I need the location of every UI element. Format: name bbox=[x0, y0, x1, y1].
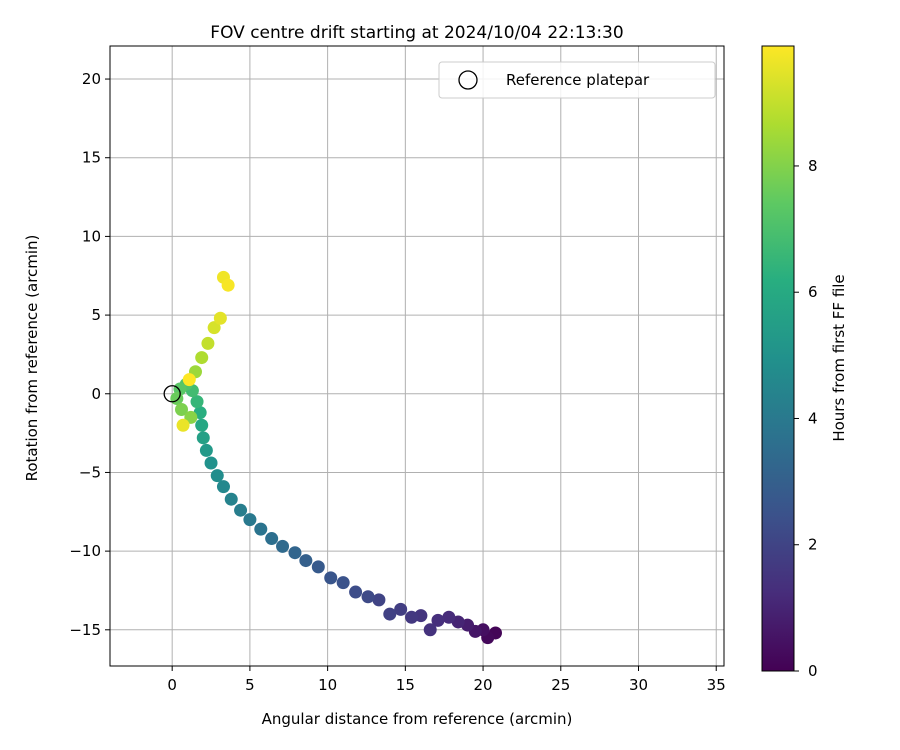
scatter-point bbox=[243, 513, 257, 527]
scatter-point bbox=[190, 395, 204, 409]
x-tick-label: 30 bbox=[629, 676, 648, 694]
scatter-point bbox=[383, 607, 397, 621]
y-axis-label: Rotation from reference (arcmin) bbox=[23, 235, 41, 482]
legend-box bbox=[438, 61, 716, 99]
scatter-point bbox=[196, 431, 210, 445]
y-tick-label: 0 bbox=[91, 385, 101, 403]
colorbar-ticks: 0 2 4 6 8 bbox=[794, 157, 818, 680]
scatter-point bbox=[361, 590, 375, 604]
scatter-point bbox=[199, 443, 213, 457]
scatter-point bbox=[254, 522, 268, 536]
scatter-point bbox=[442, 610, 456, 624]
x-tick-label: 15 bbox=[396, 676, 415, 694]
x-tick-label: 35 bbox=[707, 676, 726, 694]
colorbar-gradient bbox=[761, 45, 795, 672]
x-axis-label: Angular distance from reference (arcmin) bbox=[262, 710, 573, 728]
colorbar-label: Hours from first FF file bbox=[830, 274, 848, 441]
x-tick-label: 5 bbox=[245, 676, 255, 694]
scatter-point bbox=[234, 503, 248, 517]
scatter-point bbox=[176, 418, 190, 432]
scatter-point bbox=[372, 593, 386, 607]
scatter-point bbox=[213, 311, 227, 325]
legend-marker bbox=[458, 70, 478, 90]
scatter-point bbox=[182, 373, 196, 387]
reference-point-marker bbox=[163, 385, 181, 403]
y-axis-ticks: −15 −10 −5 0 5 10 15 20 bbox=[69, 70, 110, 639]
x-tick-label: 25 bbox=[551, 676, 570, 694]
colorbar-tick-label: 4 bbox=[808, 409, 818, 427]
scatter-point bbox=[405, 610, 419, 624]
x-tick-label: 20 bbox=[474, 676, 493, 694]
chart-title: FOV centre drift starting at 2024/10/04 … bbox=[210, 23, 623, 43]
scatter-point bbox=[394, 602, 408, 616]
scatter-point bbox=[204, 456, 218, 470]
scatter-point bbox=[265, 532, 279, 546]
colorbar-tick-label: 6 bbox=[808, 283, 818, 301]
scatter-point bbox=[311, 560, 325, 574]
scatter-points bbox=[170, 270, 502, 645]
y-tick-label: −10 bbox=[69, 542, 101, 560]
x-tick-label: 10 bbox=[318, 676, 337, 694]
scatter-point bbox=[221, 278, 235, 292]
x-tick-label: 0 bbox=[167, 676, 177, 694]
colorbar: 0 2 4 6 8 Hours from first FF file bbox=[761, 45, 848, 680]
x-axis-ticks: 0 5 10 15 20 25 30 35 bbox=[167, 666, 726, 694]
colorbar-tick-label: 8 bbox=[808, 157, 818, 175]
scatter-point bbox=[276, 539, 290, 553]
scatter-point bbox=[349, 585, 363, 599]
scatter-point bbox=[336, 576, 350, 590]
scatter-point bbox=[195, 351, 209, 365]
colorbar-tick-label: 2 bbox=[808, 536, 818, 554]
scatter-point bbox=[423, 623, 437, 637]
scatter-point bbox=[195, 418, 209, 432]
y-tick-label: 15 bbox=[82, 149, 101, 167]
y-tick-label: 20 bbox=[82, 70, 101, 88]
scatter-point bbox=[216, 480, 230, 494]
y-tick-label: 10 bbox=[82, 227, 101, 245]
scatter-point bbox=[207, 321, 221, 335]
scatter-point bbox=[210, 469, 224, 483]
colorbar-tick-label: 0 bbox=[808, 662, 818, 680]
scatter-point bbox=[431, 613, 445, 627]
legend-label: Reference platepar bbox=[506, 71, 650, 89]
scatter-point bbox=[175, 403, 189, 417]
scatter-point bbox=[224, 492, 238, 506]
legend: Reference platepar bbox=[438, 61, 716, 99]
scatter-point bbox=[324, 571, 338, 585]
y-tick-label: 5 bbox=[91, 306, 101, 324]
scatter-point bbox=[201, 336, 215, 350]
y-tick-label: −5 bbox=[79, 463, 101, 481]
scatter-point bbox=[299, 554, 313, 568]
y-tick-label: −15 bbox=[69, 621, 101, 639]
plot-frame bbox=[109, 45, 725, 667]
scatter-point bbox=[288, 546, 302, 560]
